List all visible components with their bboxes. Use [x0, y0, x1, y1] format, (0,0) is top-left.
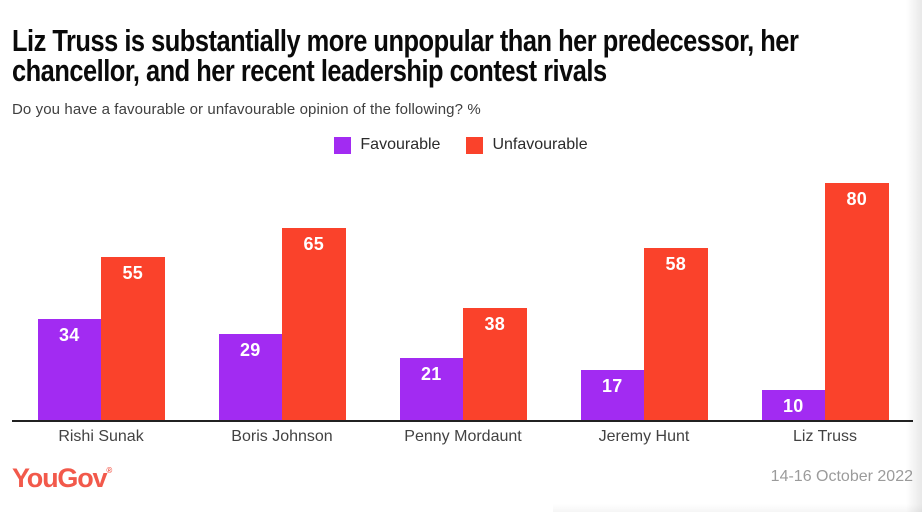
legend-label-unfavourable: Unfavourable: [492, 136, 588, 153]
unfavourable-bar-3: 38: [463, 308, 527, 420]
chart-subtitle: Do you have a favourable or unfavourable…: [12, 101, 481, 118]
favourable-bar-2: 29: [218, 334, 282, 420]
favourable-value-label-5: 10: [782, 396, 804, 416]
page-title: Liz Truss is substantially more unpopula…: [12, 23, 799, 88]
yougov-logo: YouGov®: [12, 463, 112, 493]
favourable-value-label-2: 29: [239, 340, 261, 360]
fieldwork-date: 14-16 October 2022: [770, 468, 913, 485]
unfavourable-value-label-3: 38: [484, 314, 506, 334]
legend-item-favourable: Favourable: [334, 136, 440, 154]
favourable-value-label-4: 17: [601, 376, 623, 396]
favourable-bar-4: 17: [580, 370, 644, 420]
favourable-bar-3: 21: [399, 358, 463, 420]
unfavourable-bar-2: 65: [282, 228, 346, 420]
legend-swatch-favourable: [334, 136, 352, 154]
favourable-bar-1: 34: [37, 319, 101, 420]
legend-item-unfavourable: Unfavourable: [466, 136, 588, 154]
bar-chart: 34 55 Rishi Sunak 29 65 Boris Johnson 21 38 Penn…: [12, 170, 913, 445]
favourable-value-label-3: 21: [420, 364, 442, 384]
unfavourable-value-label-1: 55: [122, 263, 144, 283]
unfavourable-bar-4: 58: [644, 248, 708, 420]
category-label-3: Penny Mordaunt: [404, 428, 522, 445]
unfavourable-bar-1: 55: [101, 257, 165, 420]
page-title-line-2: chancellor, and her recent leadership co…: [12, 53, 607, 88]
favourable-value-label-1: 34: [58, 325, 80, 345]
unfavourable-value-label-5: 80: [846, 189, 868, 209]
bottom-edge-shadow: [553, 504, 922, 512]
favourable-bar-5: 10: [761, 390, 825, 420]
unfavourable-value-label-2: 65: [303, 234, 325, 254]
x-axis-line: [12, 420, 913, 422]
unfavourable-value-label-4: 58: [665, 254, 687, 274]
category-label-2: Boris Johnson: [231, 428, 333, 445]
chart-legend: Favourable Unfavourable: [0, 136, 922, 154]
legend-label-favourable: Favourable: [360, 136, 441, 153]
category-label-5: Liz Truss: [792, 428, 857, 445]
page-title-line-1: Liz Truss is substantially more unpopula…: [12, 23, 799, 58]
trademark-mark: ®: [106, 466, 112, 475]
category-label-1: Rishi Sunak: [58, 428, 144, 445]
yougov-logo-text: YouGov: [12, 463, 108, 493]
category-label-4: Jeremy Hunt: [598, 428, 690, 445]
unfavourable-bar-5: 80: [825, 183, 889, 420]
legend-swatch-unfavourable: [466, 136, 484, 154]
